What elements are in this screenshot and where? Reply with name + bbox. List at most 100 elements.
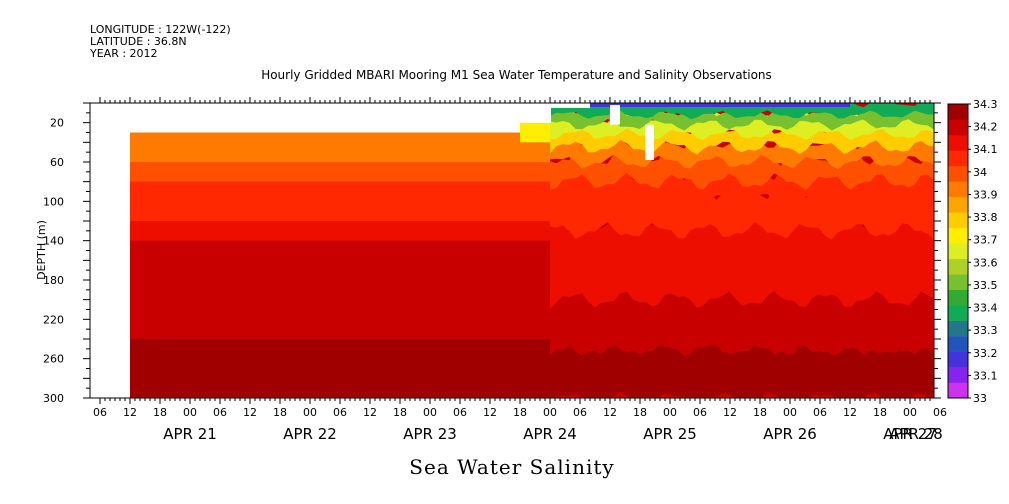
y-tick-label: 220	[43, 313, 64, 326]
x-tick-label: 12	[603, 406, 617, 419]
x-tick-label: 18	[633, 406, 647, 419]
x-tick-label: 18	[873, 406, 887, 419]
y-axis-label: DEPTH (m)	[35, 220, 48, 280]
colorbar-swatch	[948, 104, 968, 120]
colorbar-swatch	[948, 336, 968, 352]
y-tick-label: 260	[43, 353, 64, 366]
x-tick-label: 06	[933, 406, 947, 419]
salinity-band	[130, 319, 551, 340]
x-tick-label: 06	[213, 406, 227, 419]
colorbar-label: 33.4	[973, 302, 998, 315]
colorbar-label: 33.2	[973, 347, 998, 360]
y-axis: 20 60 100 140 180 220 260 300	[43, 102, 941, 405]
colorbar-swatch	[948, 367, 968, 383]
salinity-band	[550, 292, 934, 357]
colorbar-swatch	[948, 119, 968, 136]
x-axis: 06 12 18 00 06 12 18 00 06 12 18 00 06 12 18 00 06 12 18 00…	[93, 97, 947, 443]
colorbar-label: 34.1	[973, 143, 998, 156]
year-label: YEAR : 2012	[90, 47, 158, 60]
colorbar-swatch	[948, 212, 968, 229]
x-tick-label: 06	[333, 406, 347, 419]
x-tick-label: 12	[723, 406, 737, 419]
colorbar-frame	[947, 103, 969, 399]
missing-data	[520, 103, 551, 123]
colorbar-label: 33.7	[973, 234, 998, 247]
x-tick-label: 18	[393, 406, 407, 419]
colorbar-swatch	[948, 382, 968, 399]
y-tick-label: 60	[50, 156, 64, 169]
x-tick-label: 06	[453, 406, 467, 419]
x-tick-label: 06	[573, 406, 587, 419]
colorbar-swatch	[948, 274, 968, 290]
salinity-band	[130, 299, 551, 320]
salinity-band	[130, 181, 551, 202]
x-tick-label: 12	[243, 406, 257, 419]
x-day-label: APR 23	[403, 425, 457, 443]
x-day-label: APR 25	[643, 425, 697, 443]
x-day-label: APR 24	[523, 425, 577, 443]
x-tick-label: 00	[663, 406, 677, 419]
x-day-label: APR 22	[283, 425, 337, 443]
x-tick-label: 06	[93, 406, 107, 419]
y-tick-label: 300	[43, 392, 64, 405]
colorbar-swatch	[948, 305, 968, 321]
colorbar-label: 33.9	[973, 188, 998, 201]
x-tick-label: 06	[813, 406, 827, 419]
colorbar-label: 33.1	[973, 369, 998, 382]
missing-data	[610, 104, 620, 125]
x-tick-label: 12	[483, 406, 497, 419]
x-tick-label: 18	[753, 406, 767, 419]
missing-data	[550, 103, 590, 108]
x-tick-label: 18	[273, 406, 287, 419]
colorbar-swatch	[948, 150, 968, 167]
latitude-label: LATITUDE : 36.8N	[90, 35, 187, 48]
colorbar-swatch	[948, 243, 968, 260]
salinity-band	[550, 212, 934, 309]
longitude-label: LONGITUDE : 122W(-122)	[90, 23, 231, 36]
x-day-label: APR 26	[763, 425, 817, 443]
x-tick-label: 00	[183, 406, 197, 419]
x-tick-label: 00	[783, 406, 797, 419]
colorbar-swatch	[948, 196, 968, 213]
x-day-label: APR 21	[163, 425, 217, 443]
x-tick-label: 00	[903, 406, 917, 419]
colorbar-swatch	[948, 227, 968, 244]
x-tick-label: 18	[513, 406, 527, 419]
salinity-band	[130, 132, 551, 143]
salinity-band	[130, 142, 551, 163]
x-tick-label: 00	[303, 406, 317, 419]
variable-label: Sea Water Salinity	[409, 455, 615, 479]
missing-data	[90, 103, 130, 398]
colorbar-label: 34.2	[973, 121, 998, 134]
colorbar-swatch	[948, 289, 968, 306]
missing-data	[645, 124, 654, 161]
salinity-band	[130, 221, 551, 242]
colorbar-label: 33.6	[973, 256, 998, 269]
salinity-band	[130, 201, 551, 222]
colorbar-label: 33	[973, 392, 987, 405]
salinity-band	[130, 339, 551, 398]
x-day-label: APR 27	[883, 425, 937, 443]
y-tick-label: 100	[43, 195, 64, 208]
salinity-band	[590, 103, 850, 107]
colorbar-swatch	[948, 258, 968, 275]
x-day-label: APR 28	[889, 425, 943, 443]
x-tick-label: 12	[843, 406, 857, 419]
salinity-band	[550, 103, 934, 120]
colorbar-swatch	[948, 134, 968, 151]
y-tick-label: 180	[43, 274, 64, 287]
plot-area	[90, 103, 934, 398]
colorbar-swatch	[948, 181, 968, 198]
x-tick-label: 18	[153, 406, 167, 419]
colorbar-label: 34	[973, 166, 987, 179]
colorbar-label: 33.5	[973, 279, 998, 292]
missing-data	[130, 103, 520, 133]
y-tick-label: 140	[43, 235, 64, 248]
salinity-band	[130, 240, 551, 301]
salinity-band	[130, 162, 551, 183]
chart-title: Hourly Gridded MBARI Mooring M1 Sea Wate…	[261, 68, 772, 82]
colorbar-label: 33.8	[973, 211, 998, 224]
y-tick-label: 20	[50, 117, 64, 130]
x-tick-label: 12	[363, 406, 377, 419]
x-tick-label: 06	[693, 406, 707, 419]
